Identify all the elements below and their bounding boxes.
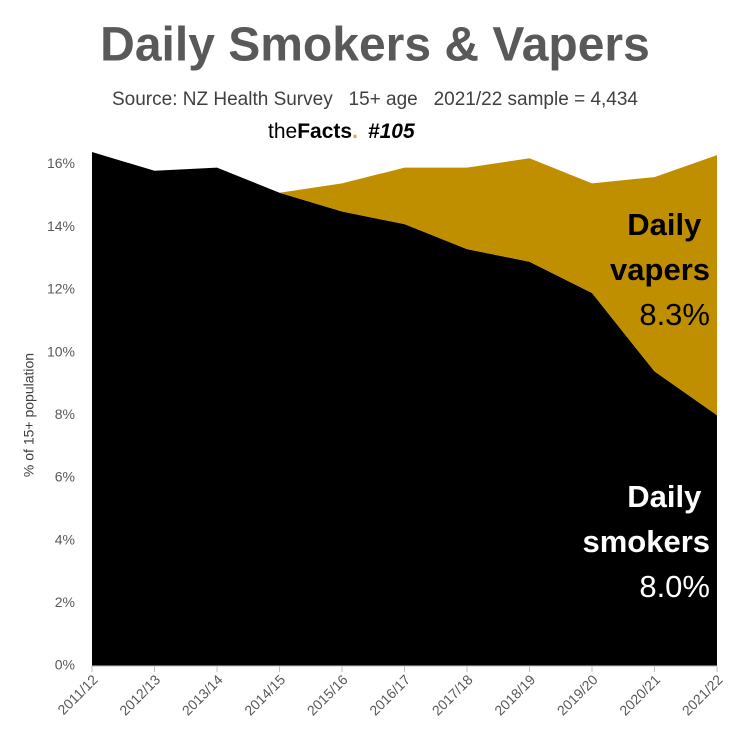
brand-issue: #105: [368, 120, 415, 143]
value-label: 8.3%: [639, 297, 710, 332]
brand-prefix: the: [268, 120, 297, 143]
y-tick-label: 14%: [47, 218, 75, 234]
y-tick-label: 16%: [47, 155, 75, 171]
series-label-line: Daily: [627, 207, 710, 242]
series-label-line: Daily: [627, 479, 710, 514]
chart-title: Daily Smokers & Vapers: [100, 19, 650, 72]
y-tick-label: 4%: [55, 531, 75, 547]
y-tick-label: 2%: [55, 594, 75, 610]
y-tick-label: 6%: [55, 469, 75, 485]
series-label-line: smokers: [582, 524, 710, 559]
y-tick-label: 10%: [47, 343, 75, 359]
area: [279, 155, 717, 416]
brand-name: Facts: [297, 120, 352, 143]
y-tick-label: 12%: [47, 281, 75, 297]
y-tick-label: 0%: [55, 657, 75, 673]
subtitle: Source: NZ Health Survey 15+ age 2021/22…: [112, 89, 638, 110]
area: [92, 152, 717, 666]
y-axis-label: % of 15+ population: [21, 353, 37, 477]
brand: theFacts. #105: [268, 120, 415, 143]
series-label: Daily smokers: [582, 479, 710, 559]
value-label: 8.0%: [639, 569, 710, 604]
brand-dot: .: [352, 120, 358, 143]
series-label: Daily vapers: [610, 207, 710, 287]
series-label-line: vapers: [610, 252, 710, 287]
y-tick-label: 8%: [55, 406, 75, 422]
